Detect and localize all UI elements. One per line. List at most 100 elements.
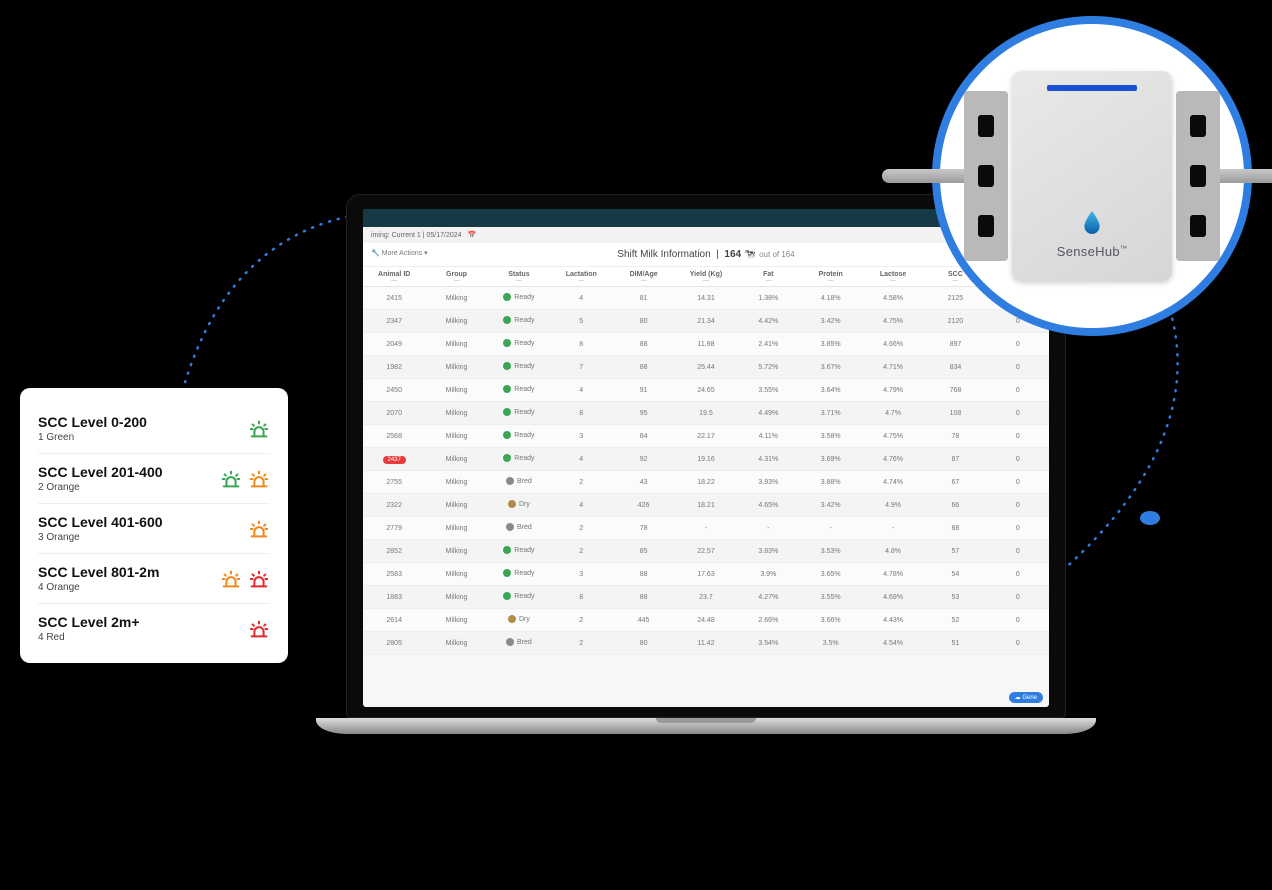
table-row[interactable]: 2568 Milking Ready 3 84 22.17 4.11% 3.58… <box>363 425 1049 448</box>
table-row[interactable]: 2437 Milking Ready 4 92 19.16 4.31% 3.69… <box>363 448 1049 471</box>
cell-animal-id[interactable]: 1883 <box>363 586 425 609</box>
cell-dim: 91 <box>612 379 674 402</box>
cell-extra: 0 <box>987 379 1049 402</box>
cell-animal-id[interactable]: 2779 <box>363 517 425 540</box>
mounting-pipe-left <box>882 169 972 183</box>
cell-lactose: 4.74% <box>862 471 924 494</box>
table-row[interactable]: 2415 Milking Ready 4 81 14.31 1.38% 4.18… <box>363 287 1049 310</box>
cell-animal-id[interactable]: 2070 <box>363 402 425 425</box>
cell-animal-id[interactable]: 2614 <box>363 609 425 632</box>
more-actions-dropdown[interactable]: 🔧 More Actions ▾ <box>371 249 428 257</box>
cell-scc: 51 <box>924 632 986 655</box>
device-logo: SenseHub™ <box>1057 209 1127 259</box>
legend-title: SCC Level 401-600 <box>38 514 248 530</box>
cell-group: Milking <box>425 609 487 632</box>
table-row[interactable]: 2049 Milking Ready 8 88 11.98 2.41% 3.85… <box>363 333 1049 356</box>
cell-lactose: 4.7% <box>862 402 924 425</box>
cell-animal-id[interactable]: 2583 <box>363 563 425 586</box>
legend-row: SCC Level 2m+ 4 Red <box>38 604 270 653</box>
session-info-text: iming: Current 1 | 05/17/2024 <box>371 232 462 239</box>
column-header[interactable]: Lactose— <box>862 267 924 287</box>
device-brand-text: SenseHub <box>1057 244 1120 259</box>
cell-animal-id[interactable]: 2415 <box>363 287 425 310</box>
table-row[interactable]: 2583 Milking Ready 3 88 17.63 3.9% 3.65%… <box>363 563 1049 586</box>
cell-animal-id[interactable]: 2322 <box>363 494 425 517</box>
cell-animal-id[interactable]: 2437 <box>363 448 425 471</box>
cell-group: Milking <box>425 448 487 471</box>
cell-dim: 81 <box>612 287 674 310</box>
cell-status: Bred <box>488 632 550 655</box>
cell-status: Ready <box>488 586 550 609</box>
cell-protein: 3.42% <box>800 310 862 333</box>
table-row[interactable]: 2805 Milking Bred 2 80 11.42 3.54% 3.5% … <box>363 632 1049 655</box>
laptop-base <box>316 718 1096 734</box>
cell-fat: 3.93% <box>737 471 799 494</box>
laptop-frame: iming: Current 1 | 05/17/2024 📅 🔧 More A… <box>346 194 1066 718</box>
column-header[interactable]: Status— <box>488 267 550 287</box>
column-header[interactable]: Lactation— <box>550 267 612 287</box>
alert-light-icon <box>248 468 270 490</box>
cell-animal-id[interactable]: 2755 <box>363 471 425 494</box>
cell-yield: 25.44 <box>675 356 737 379</box>
bottom-action-button[interactable]: ☁ Gene <box>1009 692 1043 703</box>
cell-animal-id[interactable]: 2049 <box>363 333 425 356</box>
cell-lactose: 4.9% <box>862 494 924 517</box>
alert-light-icon <box>248 568 270 590</box>
column-header[interactable]: Animal ID— <box>363 267 425 287</box>
dashboard-screen: iming: Current 1 | 05/17/2024 📅 🔧 More A… <box>363 209 1049 707</box>
cell-group: Milking <box>425 632 487 655</box>
cell-lactose: 4.43% <box>862 609 924 632</box>
cell-fat: 2.41% <box>737 333 799 356</box>
table-row[interactable]: 2755 Milking Bred 2 43 18.22 3.93% 3.88%… <box>363 471 1049 494</box>
cell-status: Ready <box>488 379 550 402</box>
cell-dim: 84 <box>612 425 674 448</box>
cell-protein: 3.58% <box>800 425 862 448</box>
table-row[interactable]: 2852 Milking Ready 2 85 22.57 3.83% 3.53… <box>363 540 1049 563</box>
cell-animal-id[interactable]: 1982 <box>363 356 425 379</box>
table-row[interactable]: 2347 Milking Ready 5 80 21.34 4.42% 3.42… <box>363 310 1049 333</box>
cell-yield: 14.31 <box>675 287 737 310</box>
cell-yield: 21.34 <box>675 310 737 333</box>
cell-group: Milking <box>425 333 487 356</box>
cell-lactose: 4.78% <box>862 563 924 586</box>
column-header[interactable]: Protein— <box>800 267 862 287</box>
cell-scc: 52 <box>924 609 986 632</box>
column-header[interactable]: DIM/Age— <box>612 267 674 287</box>
cell-dim: 80 <box>612 310 674 333</box>
cell-animal-id[interactable]: 2805 <box>363 632 425 655</box>
table-row[interactable]: 2779 Milking Bred 2 78 - - - - 88 0 <box>363 517 1049 540</box>
cell-protein: 3.66% <box>800 609 862 632</box>
cell-animal-id[interactable]: 2568 <box>363 425 425 448</box>
table-row[interactable]: 2322 Milking Dry 4 426 18.21 4.65% 3.42%… <box>363 494 1049 517</box>
table-row[interactable]: 2070 Milking Ready 8 95 19.5 4.49% 3.71%… <box>363 402 1049 425</box>
column-header[interactable]: Yield (Kg)— <box>675 267 737 287</box>
cell-animal-id[interactable]: 2852 <box>363 540 425 563</box>
cell-lactation: 2 <box>550 609 612 632</box>
legend-subtitle: 2 Orange <box>38 482 220 493</box>
cell-lactation: 2 <box>550 540 612 563</box>
table-row[interactable]: 2614 Milking Dry 2 445 24.48 2.66% 3.66%… <box>363 609 1049 632</box>
cell-protein: 3.71% <box>800 402 862 425</box>
column-header[interactable]: Fat— <box>737 267 799 287</box>
table-row[interactable]: 2450 Milking Ready 4 91 24.65 3.55% 3.64… <box>363 379 1049 402</box>
cell-lactose: 4.76% <box>862 448 924 471</box>
cell-animal-id[interactable]: 2450 <box>363 379 425 402</box>
cell-dim: 43 <box>612 471 674 494</box>
alert-light-icon <box>248 418 270 440</box>
cell-extra: 0 <box>987 471 1049 494</box>
cell-fat: 4.49% <box>737 402 799 425</box>
cell-fat: 3.55% <box>737 379 799 402</box>
calendar-icon[interactable]: 📅 <box>468 231 477 239</box>
laptop-mockup: iming: Current 1 | 05/17/2024 📅 🔧 More A… <box>346 194 1066 734</box>
table-row[interactable]: 1982 Milking Ready 7 88 25.44 5.72% 3.67… <box>363 356 1049 379</box>
cell-lactose: 4.75% <box>862 310 924 333</box>
cell-group: Milking <box>425 540 487 563</box>
device-led-strip <box>1047 85 1137 91</box>
cell-animal-id[interactable]: 2347 <box>363 310 425 333</box>
alert-light-icon <box>248 518 270 540</box>
column-header[interactable]: Group— <box>425 267 487 287</box>
table-row[interactable]: 1883 Milking Ready 8 88 23.7 4.27% 3.55%… <box>363 586 1049 609</box>
cell-extra: 0 <box>987 356 1049 379</box>
cell-status: Ready <box>488 310 550 333</box>
cell-lactose: 4.8% <box>862 540 924 563</box>
